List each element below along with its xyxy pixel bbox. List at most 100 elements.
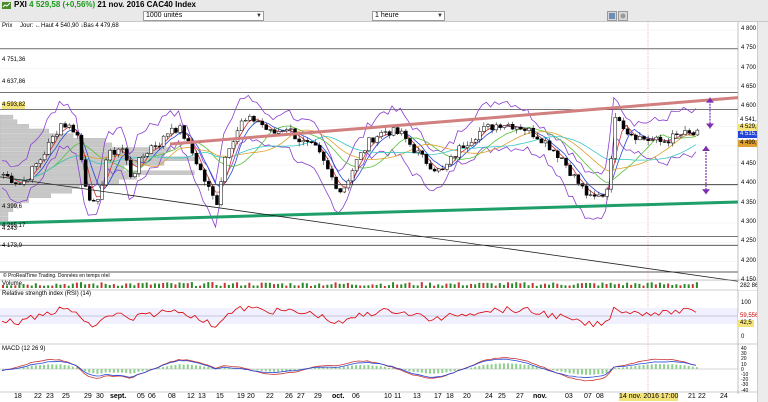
candle-body [395,127,400,135]
volume-bar [125,283,128,288]
volume-bar [580,283,583,288]
candle-body [424,154,429,164]
candle-body [326,160,330,170]
price-candles [1,112,700,207]
candle-body [330,168,334,178]
volume-bar [474,284,477,288]
volume-bar [437,284,440,288]
volume-bar [449,283,452,288]
volume-bar [47,285,50,288]
chart-canvas[interactable] [0,22,757,402]
profile-bar [0,203,18,208]
macd-histogram-bar [223,367,226,369]
candle-body [59,123,63,136]
macd-histogram-bar [383,366,386,369]
volume-bar [572,284,575,288]
macd-histogram-bar [498,363,501,369]
macd-histogram-bar [363,365,366,369]
macd-histogram-bar [88,369,91,373]
volume-bar [609,282,612,288]
volume-bar [494,285,497,288]
candle-body [354,159,359,171]
volume-bar [621,285,624,288]
macd-histogram-bar [199,365,202,369]
x-axis-label: 25 [498,393,506,400]
candle-body [120,148,125,150]
price-badge: 4 529,58 [738,124,766,131]
vertical-scrollbar[interactable] [757,22,768,402]
candle-body [662,141,667,143]
candle-body [695,129,700,136]
volume-bar [219,285,222,288]
candle-body [478,131,482,140]
volume-bar [6,285,9,288]
volume-bar [162,282,165,288]
chart-settings-button[interactable] [607,11,617,21]
volume-bar [215,284,218,288]
macd-lines [0,357,738,382]
macd-signal-line [1,358,696,379]
candle-body [453,156,457,158]
candle-body [264,124,269,130]
candle-body [638,136,642,141]
chart-options-button[interactable] [618,11,628,21]
x-axis-label: 05 [137,393,145,400]
x-axis-label: 24 [720,393,728,400]
x-axis-label: 17 [434,393,442,400]
ohlc-readout: Jour: ←Haut 4 540,90 ↓Bas 4 479,68 [20,23,119,29]
candle-body [202,169,207,182]
volume-bar [18,284,21,288]
candle-body [227,148,232,158]
volume-bar [535,285,538,288]
volume-bar [268,282,271,288]
price-axis-tick: 4 650 [741,83,757,90]
macd-histogram-bar [145,369,148,371]
volume-bar [223,282,226,288]
volume-bar [121,285,124,288]
macd-axis-tick: 10 [741,361,747,368]
x-axis-label: 29 [314,393,322,400]
macd-histogram-bar [404,369,407,371]
x-axis-label: 22 [698,393,706,400]
candle-body [5,174,10,177]
macd-histogram-bar [326,367,329,369]
volume-bar [519,283,522,288]
quantity-select[interactable]: 1000 unités ▼ [143,11,264,21]
candle-body [55,134,59,137]
macd-histogram-bar [166,366,169,369]
x-axis-label: 26 [285,393,293,400]
volume-bar [392,282,395,288]
volume-bar [133,285,136,288]
candle-body [174,127,178,133]
volume-bar [638,283,641,288]
macd-histogram-bar [519,364,522,369]
volume-bar [646,282,649,288]
volume-bar [654,284,657,288]
volume-bar [104,283,107,288]
volume-bar [338,283,341,288]
volume-bar [355,284,358,288]
macd-histogram-bar [617,367,620,369]
instrument-date-name: 21 nov. 2016 CAC40 Index [97,0,196,9]
profile-bar [0,193,51,199]
volume-bars [2,282,698,288]
macd-histogram-bar [47,364,50,369]
candle-body [87,186,92,201]
macd-histogram-bar [416,369,419,373]
volume-bar [478,282,481,288]
candle-body [445,163,449,170]
macd-histogram-bar [162,367,165,369]
volume-bar [116,285,119,288]
volume-bar [630,284,633,288]
candle-body [256,120,260,123]
candle-body [153,145,158,147]
candle-body [543,140,548,144]
support-channel-line [0,200,739,225]
candle-body [67,124,71,128]
macd-histogram-bar [585,369,588,375]
profile-bar [0,198,29,203]
period-select[interactable]: 1 heure ▼ [372,11,445,21]
volume-bar [429,282,432,288]
volume-bar [470,283,473,288]
macd-histogram-bar [568,369,571,374]
